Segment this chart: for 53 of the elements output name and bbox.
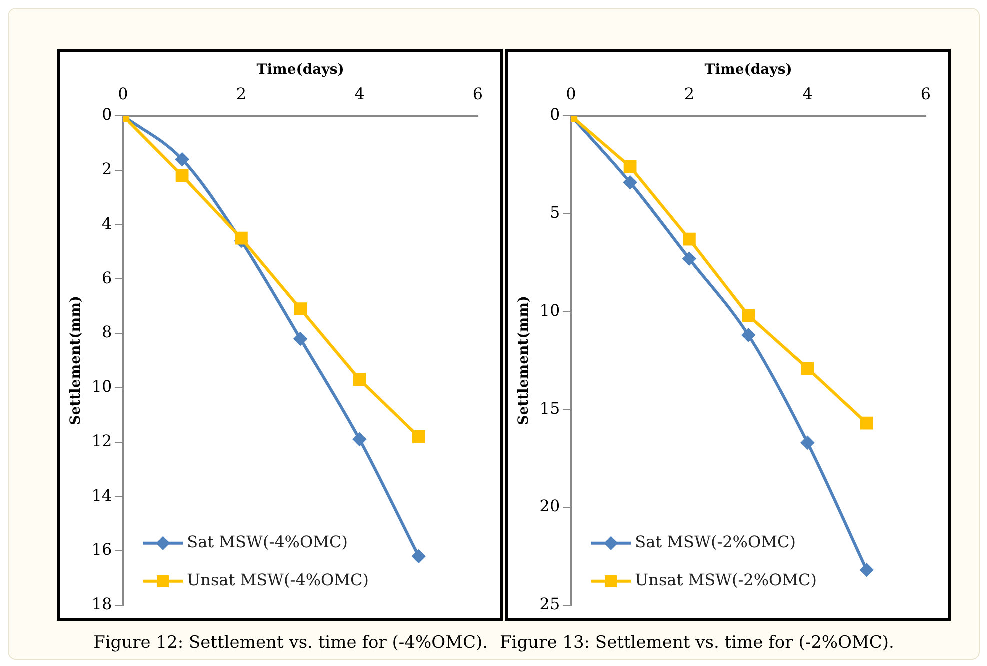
x-axis-title: Time(days) [704, 62, 792, 78]
y-tick-label: 16 [92, 540, 112, 560]
point [742, 309, 756, 322]
legend-label: Sat MSW(-2%OMC) [635, 532, 796, 552]
point [294, 332, 308, 346]
point [294, 302, 308, 316]
x-tick-label: 4 [802, 84, 813, 104]
x-tick-label: 2 [684, 84, 695, 104]
point [682, 232, 696, 246]
y-tick-label: 20 [540, 496, 560, 516]
y-tick-label: 10 [540, 300, 560, 320]
point [353, 373, 366, 386]
y-tick-label: 15 [540, 398, 560, 418]
x-tick-label: 6 [472, 84, 484, 104]
x-tick-label: 0 [566, 84, 576, 104]
y-tick-label: 0 [550, 105, 560, 124]
y-tick-label: 14 [92, 486, 112, 505]
y-tick-label: 4 [102, 214, 112, 233]
y-tick-label: 25 [540, 594, 560, 614]
point [801, 362, 814, 375]
point [860, 564, 874, 577]
point [624, 176, 637, 190]
legend-label: Unsat MSW(-2%OMC) [635, 570, 818, 590]
x-tick-label: 6 [920, 84, 932, 104]
point [176, 169, 189, 182]
point [801, 436, 814, 450]
y-tick-label: 2 [102, 160, 112, 179]
x-tick-label: 4 [354, 84, 365, 104]
point [624, 160, 637, 174]
x-tick-label: 0 [118, 84, 128, 104]
point [412, 430, 426, 444]
x-axis-title: Time(days) [256, 62, 344, 78]
y-axis-title: Settlement(mm) [516, 296, 532, 426]
y-tick-label: 18 [92, 594, 112, 614]
caption: Figure 12: Settlement vs. time for (-4%OMC). [94, 633, 488, 653]
x-tick-label: 2 [236, 84, 247, 104]
point [742, 328, 756, 342]
y-tick-label: 8 [102, 322, 112, 342]
point [353, 433, 366, 446]
legend-label: Unsat MSW(-4%OMC) [187, 570, 370, 590]
y-axis-title: Settlement(mm) [68, 296, 84, 426]
y-tick-label: 5 [550, 203, 560, 222]
point [234, 232, 248, 245]
point [860, 416, 874, 430]
y-tick-label: 6 [102, 268, 112, 288]
point [412, 550, 426, 563]
y-tick-label: 12 [92, 431, 112, 450]
y-tick-label: 0 [102, 105, 112, 124]
point [682, 252, 696, 266]
y-tick-label: 10 [92, 377, 112, 396]
legend-label: Sat MSW(-4%OMC) [187, 532, 348, 552]
point [176, 153, 189, 166]
caption: Figure 13: Settlement vs. time for (-2%OMC). [500, 633, 894, 653]
